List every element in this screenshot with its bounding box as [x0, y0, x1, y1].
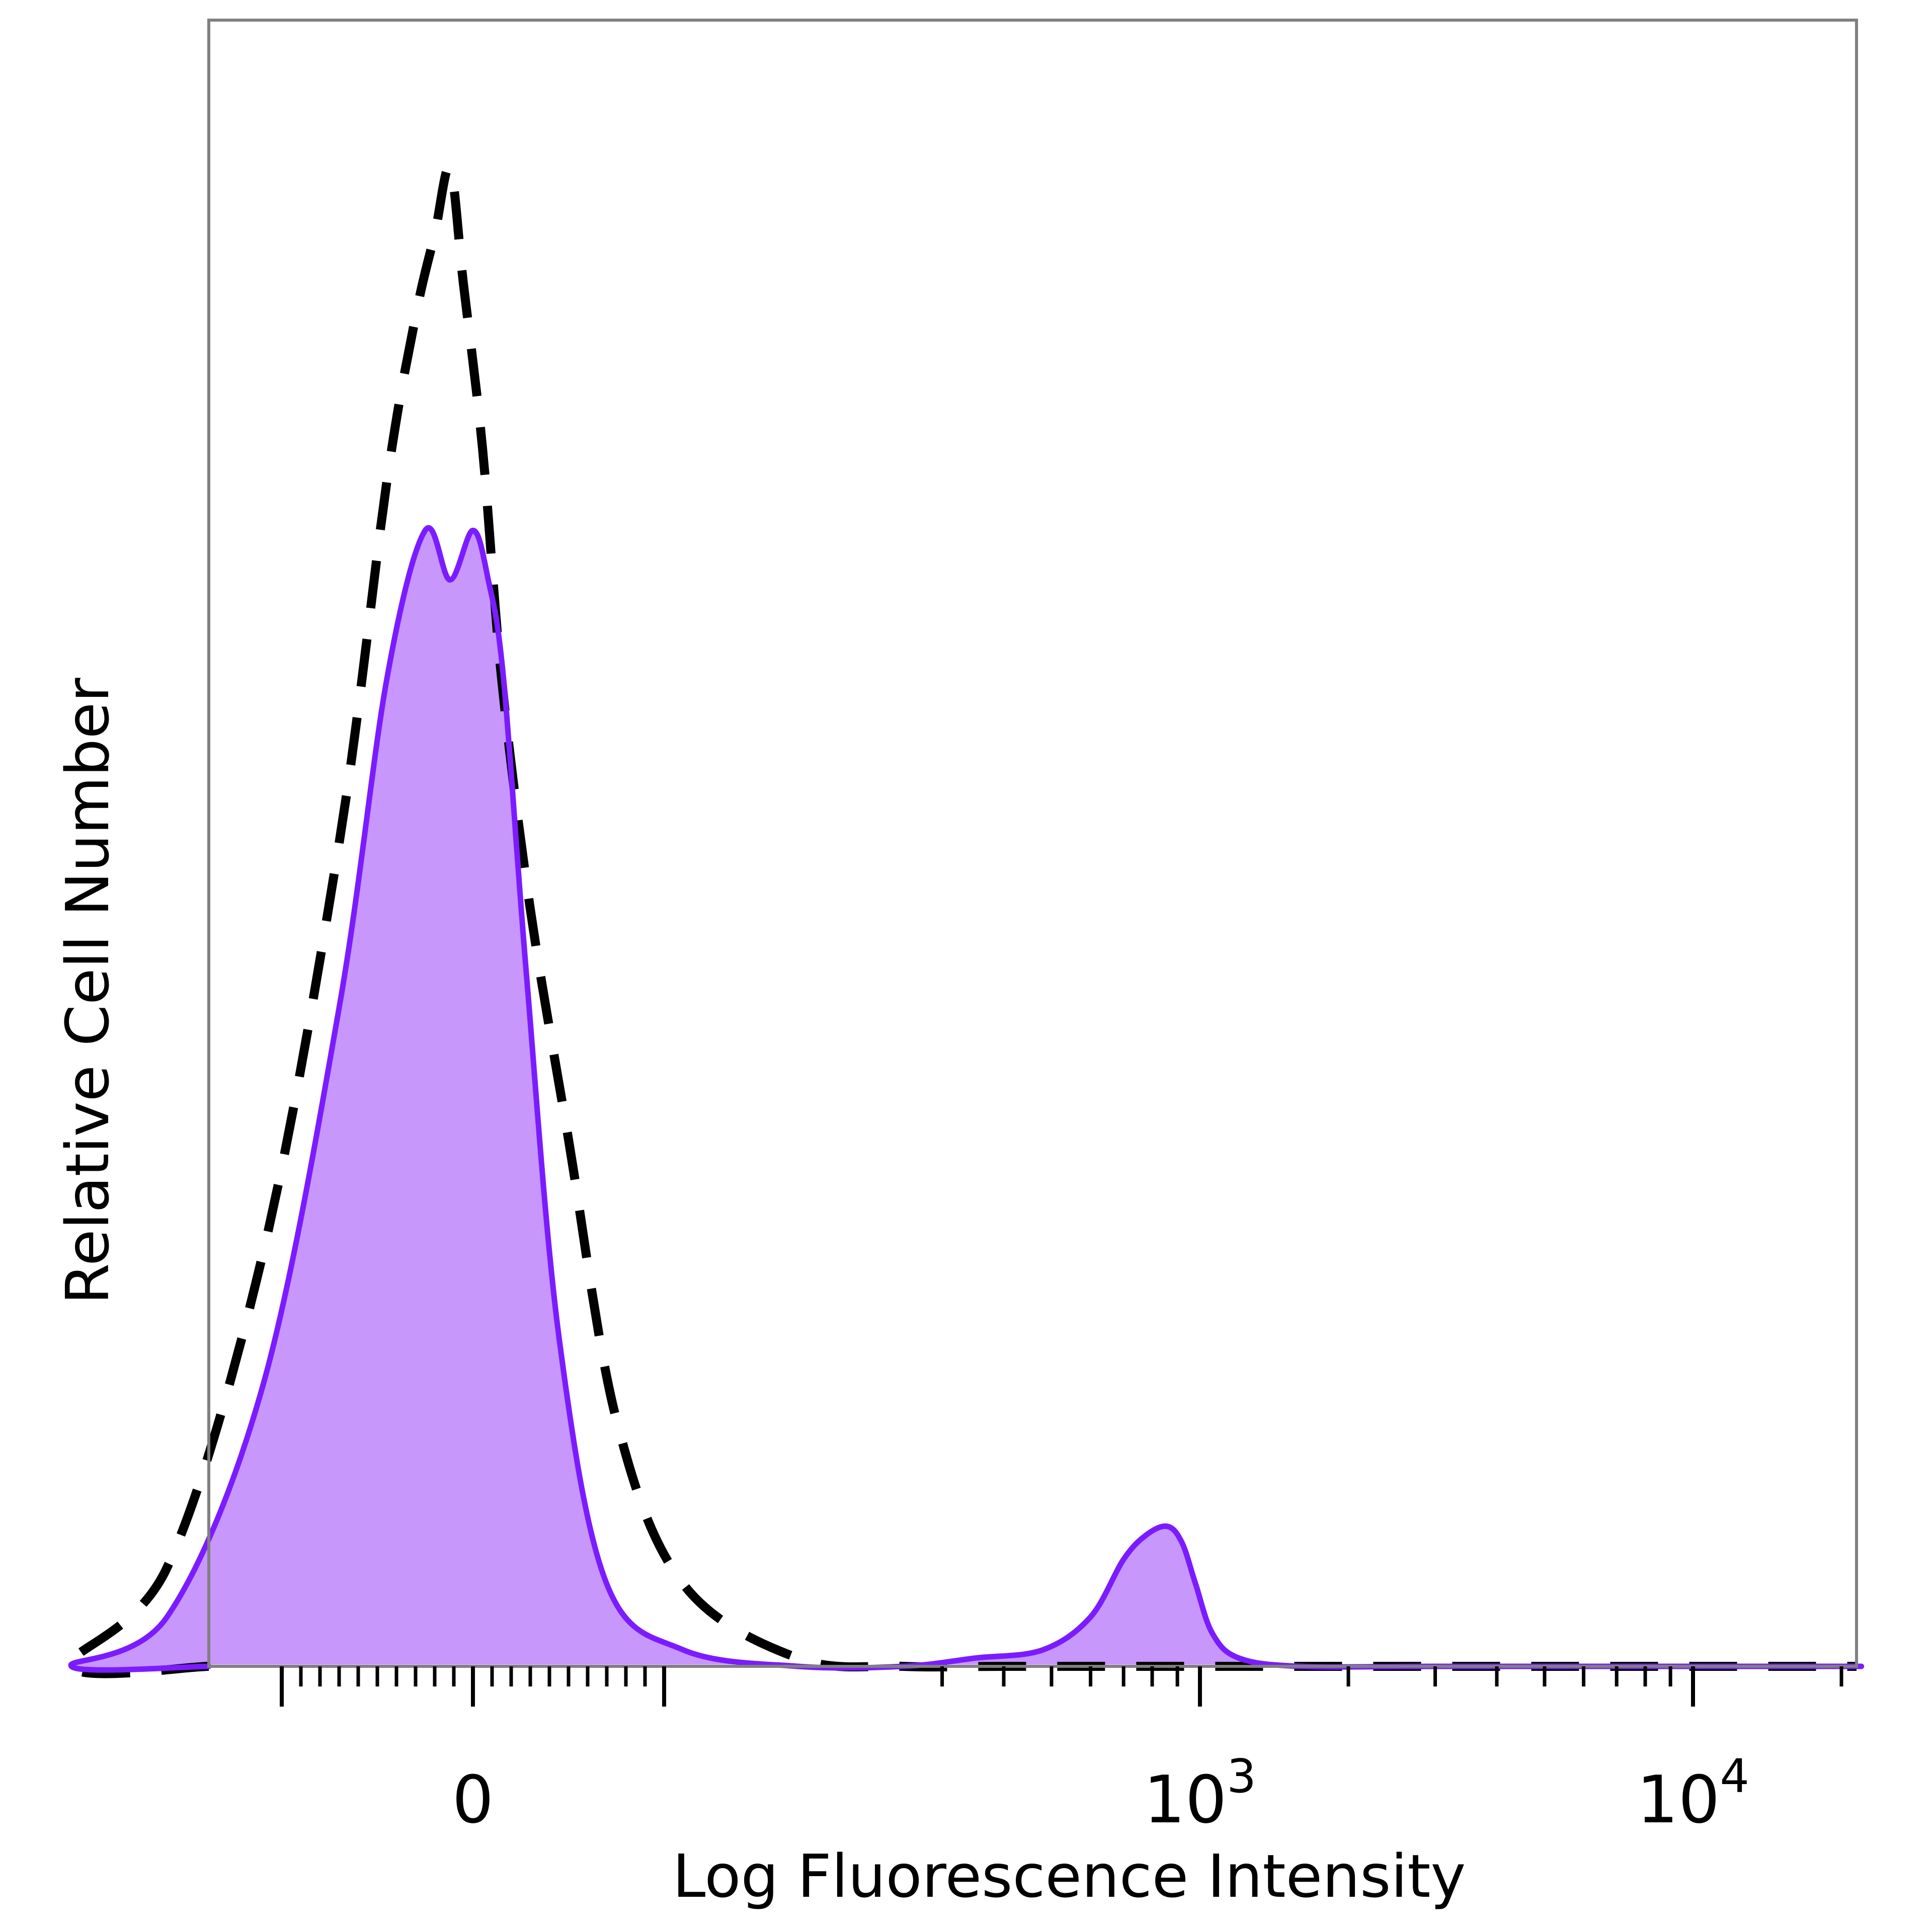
x-axis-title: Log Fluorescence Intensity: [673, 1841, 1466, 1911]
x-tick-label: 103: [1144, 1749, 1256, 1838]
stained-histogram-line: [68, 525, 1865, 1673]
x-axis-ticks: [280, 1666, 1843, 1707]
x-tick-label: 104: [1637, 1749, 1749, 1838]
x-tick-label: 0: [452, 1761, 494, 1838]
y-axis-title: Relative Cell Number: [53, 678, 122, 1305]
x-axis-tick-labels: 0 103 104: [452, 1749, 1749, 1838]
plot-frame: [207, 19, 1858, 1668]
